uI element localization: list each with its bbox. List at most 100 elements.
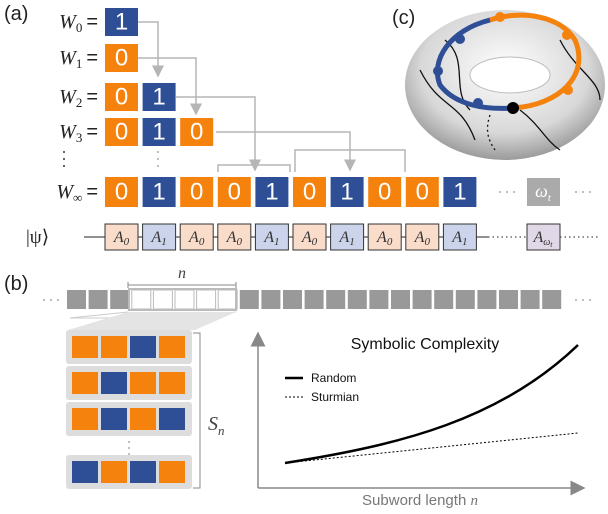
bit: 0 (115, 119, 128, 146)
cell (218, 290, 237, 309)
equals: = (86, 11, 98, 33)
subwords (66, 330, 192, 489)
plot: Symbolic Complexity Random Sturmian Subw… (258, 333, 584, 509)
symbol: A (150, 229, 161, 246)
bit: 0 (115, 84, 128, 111)
cell (67, 290, 86, 309)
symbol: A (263, 229, 274, 246)
cell (153, 290, 172, 309)
row-label: W3= (59, 121, 98, 145)
curve (285, 433, 578, 463)
label-text: Subword length (362, 492, 470, 509)
subscript: 0 (199, 236, 205, 248)
figure: (a) (b) (c) W0=1W1=0W2=01W3=010W∞=010010… (0, 0, 608, 514)
panel-label: (a) (4, 3, 28, 25)
cell (240, 290, 259, 309)
x-axis-label: Subword length n (362, 492, 478, 509)
subscript: 0 (424, 236, 430, 248)
subscript: ω (543, 237, 550, 248)
symbol: A (532, 229, 543, 246)
label-var: n (470, 493, 478, 509)
panel-label: (c) (392, 7, 415, 29)
subscript: 1 (349, 236, 355, 248)
bit: 0 (378, 179, 391, 206)
panel-label: (b) (4, 273, 28, 295)
legend-label: Random (311, 371, 356, 385)
plot-title: Symbolic Complexity (351, 336, 499, 353)
row-label: W0= (59, 11, 98, 35)
subscript: 1 (76, 56, 83, 71)
cell (521, 290, 540, 309)
equals: = (86, 86, 98, 108)
cell (477, 290, 496, 309)
cell (348, 290, 367, 309)
row-label: W2= (59, 86, 98, 110)
symbol: A (301, 229, 312, 246)
cell (175, 290, 194, 309)
subscript: 1 (274, 236, 280, 248)
bit: 0 (115, 179, 128, 206)
cell (283, 290, 302, 309)
cell (261, 290, 280, 309)
count-label: Sn (208, 413, 225, 438)
window-label: n (178, 265, 186, 282)
cell (89, 290, 108, 309)
window-bracket (128, 282, 236, 288)
cell (413, 290, 432, 309)
subscript: 0 (236, 236, 242, 248)
cell (456, 290, 475, 309)
subscript: 0 (312, 236, 318, 248)
word-strip (67, 289, 561, 310)
bit: 0 (115, 45, 128, 72)
bit: 1 (152, 119, 165, 146)
symbol: S (208, 413, 218, 435)
bit: 0 (190, 179, 203, 206)
cell (499, 290, 518, 309)
cell (110, 290, 129, 309)
equals: = (86, 121, 98, 143)
bit: 0 (228, 179, 241, 206)
symbol: ω (535, 181, 548, 201)
bit: 0 (416, 179, 429, 206)
cell (391, 290, 410, 309)
torus (405, 10, 605, 160)
subscript: 1 (462, 236, 468, 248)
subscript: ∞ (73, 190, 82, 205)
row-label: W1= (59, 47, 98, 71)
cell (197, 290, 216, 309)
symbol: A (338, 229, 349, 246)
subscript: 0 (124, 236, 130, 248)
bit: 1 (115, 9, 128, 36)
subscript: 3 (76, 130, 83, 145)
subscript: 0 (76, 20, 83, 35)
cell (542, 290, 561, 309)
bit: 1 (152, 84, 165, 111)
symbol: A (451, 229, 462, 246)
subscript: n (218, 423, 225, 438)
cell (326, 290, 345, 309)
subscript: 1 (161, 236, 167, 248)
bit: 1 (152, 179, 165, 206)
symbol: A (188, 229, 199, 246)
bit: 0 (303, 179, 316, 206)
bit: 1 (453, 179, 466, 206)
legend-label: Sturmian (311, 390, 359, 404)
count-bracket (193, 333, 200, 488)
symbol: A (376, 229, 387, 246)
state: |ψ⟩ (26, 227, 49, 248)
cell (369, 290, 388, 309)
row-label: W∞= (56, 181, 98, 205)
cell (132, 290, 151, 309)
bit: 1 (265, 179, 278, 206)
symbol: A (226, 229, 237, 246)
cell (305, 290, 324, 309)
curve (285, 345, 578, 463)
subscript: 2 (76, 95, 83, 110)
window-projection (68, 312, 236, 330)
subscript: 0 (387, 236, 393, 248)
symbol: A (414, 229, 425, 246)
equals: = (86, 47, 98, 69)
equals: = (86, 181, 98, 203)
cell (434, 290, 453, 309)
